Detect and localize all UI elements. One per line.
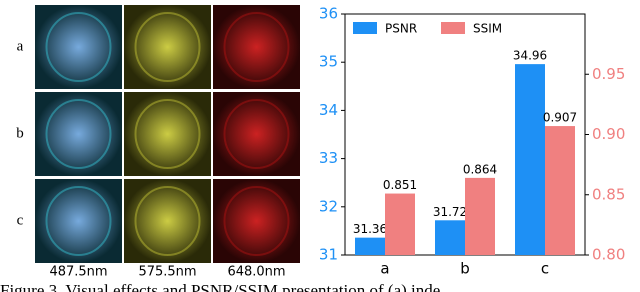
column-label: 487.5nm: [49, 265, 107, 280]
image-object: [134, 99, 201, 169]
image-object: [134, 186, 201, 256]
column-label: 575.5nm: [138, 265, 196, 280]
image-object: [223, 186, 290, 256]
value-label: 31.72: [433, 205, 467, 219]
y-tick-label: 35: [319, 53, 338, 71]
x-tick-label: a: [380, 260, 389, 278]
bar: [435, 220, 465, 255]
row-label: b: [16, 125, 24, 141]
bar: [355, 237, 385, 255]
image-panel: [213, 92, 300, 176]
y-tick-label: 31: [319, 246, 338, 264]
value-label: 31.36: [353, 222, 387, 236]
image-object: [223, 12, 290, 82]
image-panel: [124, 92, 211, 176]
image-object: [134, 12, 201, 82]
image-object: [45, 99, 112, 169]
image-panel: [35, 179, 122, 263]
row-label: c: [17, 212, 24, 228]
caption: Figure 3. Visual effects and PSNR/SSIM p…: [0, 281, 440, 292]
image-object: [45, 12, 112, 82]
image-panel: [213, 179, 300, 263]
y-tick-label: 34: [319, 101, 338, 119]
y-tick-label: 33: [319, 149, 338, 167]
y2-tick-label: 0.95: [592, 65, 625, 83]
y2-tick-label: 0.90: [592, 125, 625, 143]
image-panel: [35, 5, 122, 89]
x-tick-label: b: [460, 260, 470, 278]
image-object: [45, 186, 112, 256]
legend-label: SSIM: [473, 22, 502, 36]
image-object: [223, 99, 290, 169]
image-panel: [35, 92, 122, 176]
column-label: 648.0nm: [227, 265, 285, 280]
y-tick-label: 32: [319, 197, 338, 215]
value-label: 0.907: [543, 111, 577, 125]
legend-swatch: [353, 22, 377, 34]
row-label: a: [17, 38, 24, 54]
y2-tick-label: 0.85: [592, 185, 625, 203]
y2-tick-label: 0.80: [592, 246, 625, 264]
bar: [515, 64, 545, 256]
value-label: 0.851: [383, 178, 417, 192]
bar: [385, 193, 415, 255]
legend-swatch: [441, 22, 465, 34]
x-tick-label: c: [541, 260, 549, 278]
image-panel: [124, 5, 211, 89]
image-panel: [124, 179, 211, 263]
image-grid: [35, 5, 300, 263]
image-panel: [213, 5, 300, 89]
value-label: 34.96: [513, 49, 547, 63]
value-label: 0.864: [463, 162, 497, 176]
legend-label: PSNR: [385, 22, 417, 36]
y-tick-label: 36: [319, 5, 338, 23]
bar: [545, 126, 575, 255]
bar: [465, 177, 495, 255]
